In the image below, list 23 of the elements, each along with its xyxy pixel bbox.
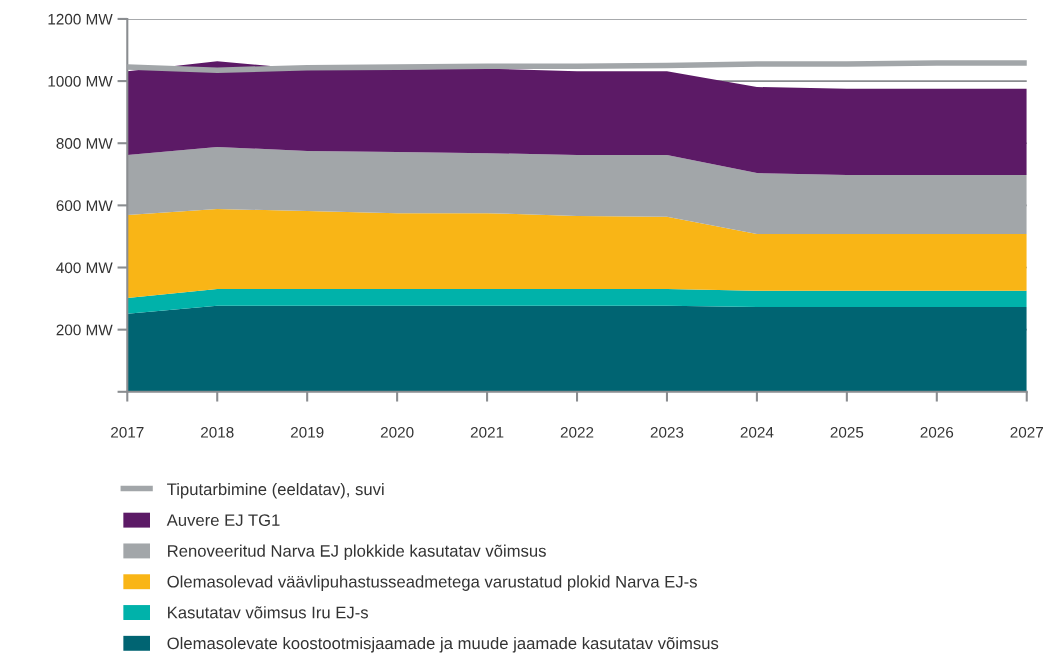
x-tick-label: 2027 [1010,426,1043,438]
x-tick-label: 2022 [560,426,594,438]
x-tick-label: 2020 [380,426,414,438]
legend-label: Auvere EJ TG1 [166,514,280,527]
x-tick-label: 2025 [830,426,864,438]
legend-label: Olemasolevad väävlipuhastusseadmetega varustatud plokid Narva EJ-s [167,575,697,591]
y-tick-label: 800 MW [56,138,113,149]
x-tick-label: 2018 [201,426,234,438]
x-tick-label: 2023 [650,426,684,438]
legend-label: Tiputarbimine (eeldatav), suvi [167,482,384,499]
x-tick-label: 2019 [290,426,324,438]
x-tick-label: 2026 [920,426,954,438]
y-tick-label: 400 MW [56,262,113,274]
y-tick-label: 1000 MW [48,75,113,87]
legend-label: Olemasolevate koostootmisjaamade ja muude jaamade kasutatav võimsus [167,636,719,653]
legend-label: Renoveeritud Narva EJ plokkide kasutatav võimsus [168,544,546,561]
y-tick-label: 1200 MW [48,13,113,25]
legend-label: Kasutatav võimsus Iru EJ-s [168,606,369,619]
y-tick-label: 200 MW [56,324,113,336]
y-tick-label: 600 MW [56,200,113,212]
x-tick-label: 2024 [740,426,774,438]
x-tick-label: 2017 [111,426,144,438]
x-tick-label: 2021 [470,426,504,438]
